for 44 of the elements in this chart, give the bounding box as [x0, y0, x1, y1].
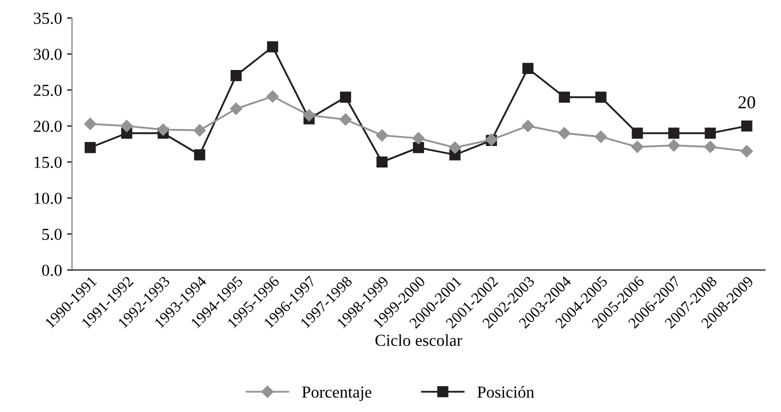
x-axis-title: Ciclo escolar [375, 334, 462, 346]
point [230, 70, 242, 82]
y-tick-label: 0.0 [42, 264, 62, 276]
point [668, 139, 680, 152]
y-tick-label: 15.0 [34, 156, 62, 168]
y-tick-label: 35.0 [34, 12, 62, 24]
point [339, 113, 352, 126]
point [120, 120, 133, 132]
point [267, 41, 278, 52]
point [376, 156, 388, 168]
point [412, 142, 424, 154]
point [522, 120, 534, 132]
legend-label: Porcentaje [302, 386, 372, 402]
point [558, 127, 570, 140]
point [558, 92, 570, 103]
point [412, 132, 425, 144]
point [230, 102, 242, 115]
point [740, 145, 753, 158]
point [594, 130, 607, 143]
point [302, 109, 316, 122]
point [84, 142, 96, 154]
point [631, 140, 644, 153]
y-tick-label: 10.0 [34, 192, 62, 204]
point [194, 124, 206, 136]
point [84, 118, 96, 130]
point [376, 129, 388, 142]
point [340, 92, 352, 103]
point [266, 90, 279, 103]
annotation: 20 [738, 96, 756, 108]
point [194, 149, 206, 160]
point [704, 128, 716, 139]
y-tick-label: 25.0 [34, 84, 62, 96]
point [668, 128, 680, 139]
y-tick-label: 30.0 [34, 48, 62, 60]
point [704, 140, 716, 153]
point [595, 92, 606, 103]
y-tick-label: 20.0 [34, 120, 62, 132]
point [632, 128, 643, 139]
point [448, 142, 462, 154]
point [157, 124, 170, 136]
y-tick-label: 5.0 [42, 228, 62, 240]
point [522, 62, 534, 74]
point [741, 120, 752, 132]
legend-label: Posición [477, 386, 534, 398]
